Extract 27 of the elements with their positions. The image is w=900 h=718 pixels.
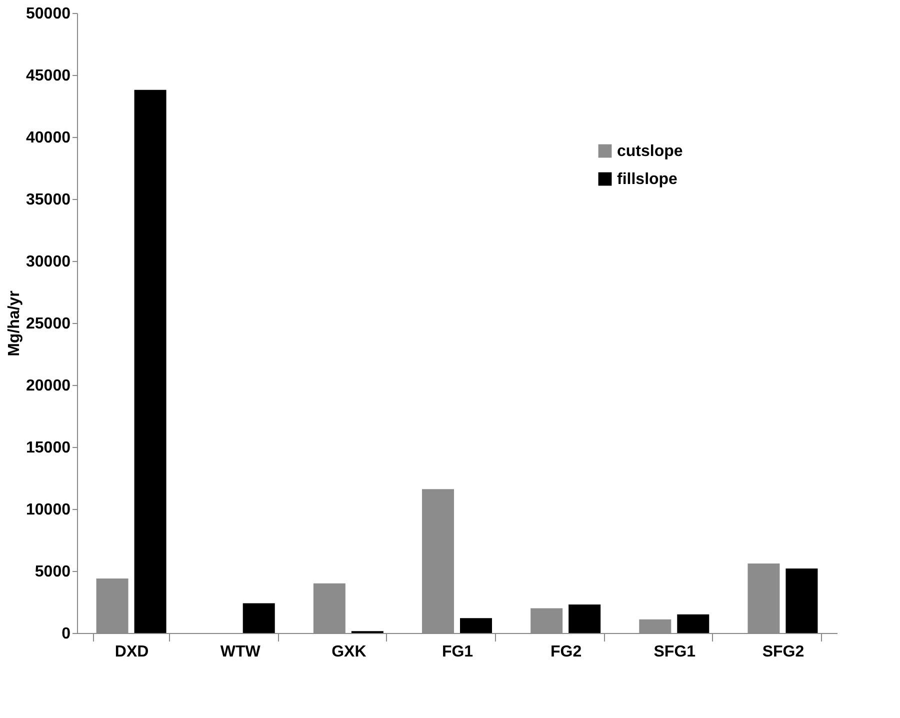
y-tick-label: 25000 (26, 316, 71, 332)
x-tick-label: WTW (220, 644, 262, 660)
y-axis-title: Mg/ha/yr (6, 290, 24, 356)
bar (677, 614, 710, 633)
y-tick-label: 0 (62, 626, 71, 642)
x-tick-label: FG2 (550, 644, 582, 660)
y-tick-label: 45000 (26, 68, 71, 84)
y-tick-label: 5000 (34, 564, 71, 580)
y-tick-label: 20000 (26, 378, 71, 394)
bar (134, 90, 166, 633)
x-tick-label: SFG1 (654, 644, 696, 660)
y-tick-label: 10000 (26, 502, 71, 518)
x-tick-label: SFG2 (762, 644, 804, 660)
x-tick-label: FG1 (442, 644, 474, 660)
bar (460, 618, 492, 633)
x-tick-label: DXD (114, 644, 149, 660)
bar (568, 604, 601, 633)
y-tick-label: 35000 (26, 192, 71, 208)
legend-label: cutslope (617, 143, 683, 160)
legend-label: fillslope (617, 171, 678, 188)
bar (242, 603, 275, 633)
y-tick-label: 15000 (26, 440, 71, 456)
y-tick-label: 50000 (26, 6, 71, 22)
x-tick-label: GXK (332, 644, 367, 660)
y-tick-label: 30000 (26, 254, 71, 270)
y-tick-label: 40000 (26, 130, 71, 146)
bar (786, 568, 818, 633)
